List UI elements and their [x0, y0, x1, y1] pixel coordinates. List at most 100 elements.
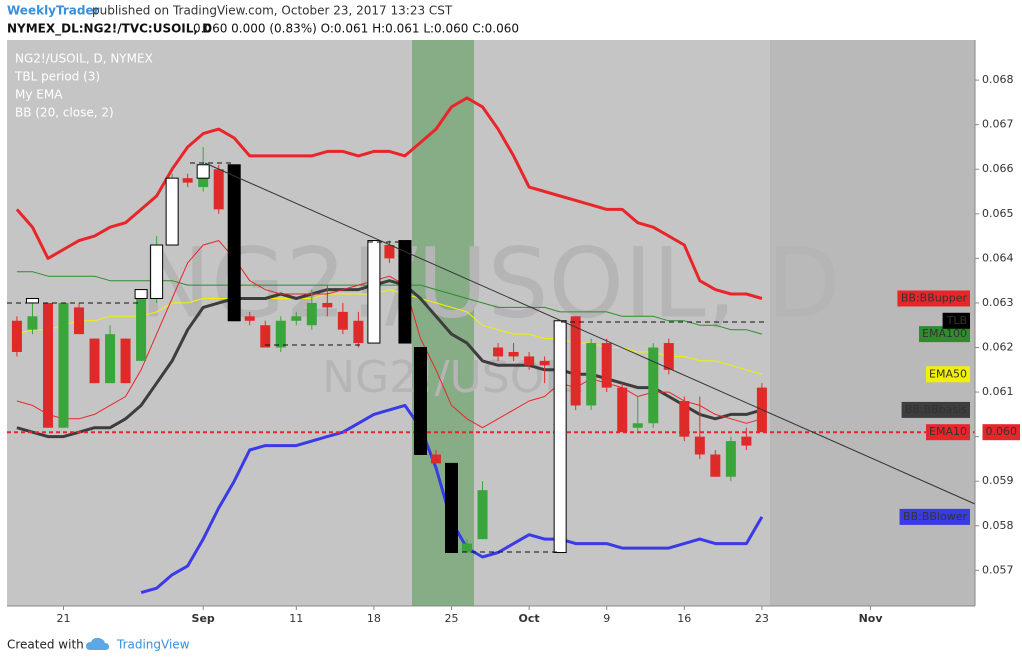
logo	[86, 637, 109, 650]
watermark: NG2!/USOIL, D	[139, 227, 841, 339]
published: published on TradingView.com, October 23…	[92, 4, 453, 18]
candle-body	[337, 311, 348, 330]
y-tick-label: 0.062	[982, 341, 1014, 354]
watermark-sub: NG2!/USOIL	[322, 352, 582, 403]
series-label: BB:BBlower	[903, 510, 967, 523]
price-label-box	[982, 424, 1020, 441]
legend-entry: NG2!/USOIL, D, NYMEX	[15, 52, 153, 66]
tbl-box	[25, 297, 39, 304]
x-tick-label: 16	[677, 612, 691, 625]
trend-line	[204, 162, 976, 505]
tbl-box	[150, 244, 164, 299]
tbl-box	[367, 240, 381, 344]
candle-body	[570, 316, 581, 406]
candle-body	[105, 334, 116, 384]
candle-body	[120, 338, 131, 384]
drawings	[7, 162, 976, 553]
series-label-box	[899, 508, 970, 525]
candle-body	[89, 338, 100, 384]
candle-body	[11, 320, 22, 352]
legend-entry: BB (20, close, 2)	[15, 106, 114, 120]
x-tick-label: 9	[603, 612, 610, 625]
x-tick-label: 25	[445, 612, 459, 625]
author[interactable]: WeeklyTrader	[7, 4, 100, 18]
footer: Created with TradingView	[7, 638, 190, 652]
candle-body	[586, 343, 597, 406]
series-label-box	[919, 326, 970, 343]
tbl-box	[227, 164, 241, 322]
candle-body	[322, 302, 333, 308]
indicator-line	[15, 96, 763, 300]
series-label-box	[926, 366, 970, 383]
tbl-box	[445, 462, 459, 554]
x-tick-label: 23	[755, 612, 769, 625]
candle-body	[462, 543, 473, 553]
y-tick-label: 0.067	[982, 118, 1014, 131]
candle-body	[477, 490, 488, 540]
x-tick-label: Sep	[192, 612, 215, 625]
candle-body	[42, 302, 53, 428]
candle-body	[58, 302, 69, 428]
brand[interactable]: TradingView	[116, 638, 190, 652]
candle-body	[353, 320, 364, 344]
series-label-box	[901, 401, 970, 418]
candle-body	[679, 400, 690, 437]
y-tick-label: 0.064	[982, 251, 1014, 264]
x-tick-label: Oct	[519, 612, 540, 625]
candle-body	[27, 316, 38, 330]
indicator-line	[16, 240, 763, 429]
y-tick-label: 0.059	[982, 474, 1014, 487]
candle-body	[508, 351, 519, 357]
tbl-label-box	[942, 312, 970, 329]
candles	[11, 146, 767, 554]
series-label: EMA10	[929, 425, 967, 438]
candle-body	[725, 441, 736, 477]
tbl-box	[398, 240, 412, 344]
quote: 0.060 0.000 (0.83%) O:0.061 H:0.061 L:0.…	[193, 22, 519, 36]
x-tick-label: Nov	[859, 612, 884, 625]
plot	[7, 40, 975, 606]
y-tick-label: 0.068	[982, 73, 1014, 86]
series-label: EMA100	[922, 327, 967, 340]
y-tick-label: 0.063	[982, 296, 1014, 309]
tbl-box	[413, 347, 427, 455]
tbl-label: TLB	[946, 314, 967, 327]
series-label: BB:BBbasis	[905, 403, 967, 416]
price-axis	[975, 40, 1022, 630]
series-label-box	[897, 290, 970, 307]
candle-body	[430, 454, 441, 464]
candle-body	[182, 178, 193, 183]
candle-body	[275, 320, 286, 348]
candle-body	[213, 169, 224, 210]
candle-body	[741, 436, 752, 446]
labels: NG2!/USOIL, D, NYMEX TBL period (3) My EMA…	[14, 52, 1020, 625]
x-tick-label: 21	[56, 612, 70, 625]
candle-body	[710, 454, 721, 477]
legend-entry: TBL period (3)	[14, 70, 100, 84]
tbl-box	[196, 164, 210, 179]
y-tick-label: 0.066	[982, 162, 1014, 175]
candle-body	[694, 436, 705, 455]
price-label: 0.060	[986, 425, 1018, 438]
candle-body	[648, 347, 659, 424]
candle-body	[244, 316, 255, 321]
tbl-box	[165, 177, 179, 246]
watermark: NG2!/USOIL, D NG2!/USOIL	[139, 227, 841, 403]
series-label: BB:BBupper	[901, 291, 968, 304]
indicator-line	[16, 271, 763, 335]
candle-body	[291, 316, 302, 321]
legend-entry: My EMA	[15, 88, 63, 102]
x-tick-label: 11	[289, 612, 303, 625]
candle-body	[136, 298, 147, 361]
candle-body	[260, 325, 271, 348]
series-label: EMA50	[929, 367, 967, 380]
candle-body	[601, 343, 612, 388]
y-tick-label: 0.065	[982, 207, 1014, 220]
tbl-box	[553, 320, 567, 554]
candle-body	[539, 360, 550, 366]
x-tick-label: 18	[367, 612, 381, 625]
candle-body	[74, 307, 85, 335]
tbl-box	[134, 289, 148, 299]
candle-body	[493, 347, 504, 357]
